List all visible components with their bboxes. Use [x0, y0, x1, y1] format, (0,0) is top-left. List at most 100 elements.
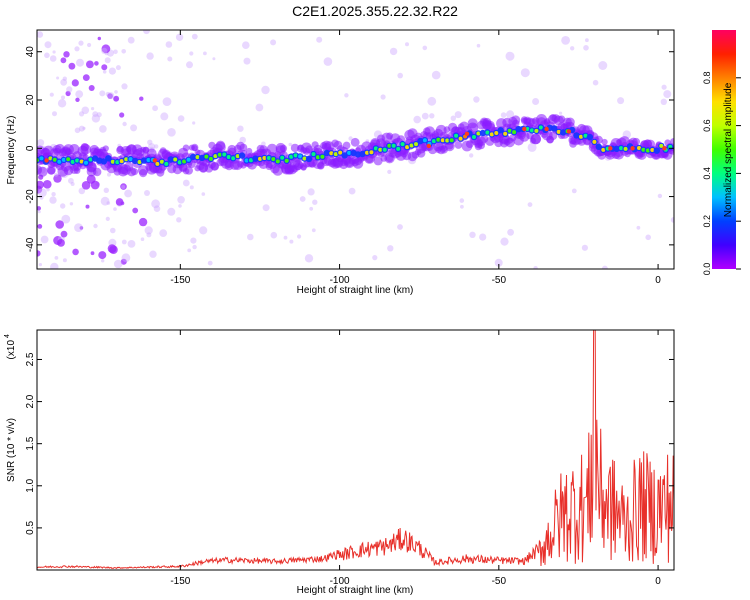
ridge-halo-point [73, 167, 81, 174]
noise-point [97, 36, 102, 41]
spectrogram-frame [36, 29, 675, 270]
ridge-core-point [164, 161, 169, 166]
snr-x-tick-label: -100 [330, 576, 350, 587]
noise-point [533, 266, 538, 269]
noise-point [87, 42, 92, 48]
ridge-core-point [619, 146, 624, 151]
noise-point [40, 235, 49, 244]
ridge-core-point [405, 145, 410, 150]
noise-point [66, 86, 73, 93]
ridge-core-point [298, 154, 303, 159]
noise-point [115, 198, 124, 206]
noise-point [69, 202, 74, 206]
noise-point [242, 41, 250, 49]
colorbar-gradient [712, 30, 736, 269]
noise-point [307, 188, 315, 196]
noise-point [60, 230, 68, 238]
noise-point [661, 84, 667, 90]
noise-point [90, 180, 100, 190]
noise-point [90, 251, 95, 256]
ridge-halo-point [130, 168, 139, 176]
noise-point [598, 61, 608, 70]
ridge-core-point [75, 158, 80, 163]
noise-point [37, 250, 41, 257]
noise-point [413, 115, 422, 124]
spectrogram-marks [37, 30, 674, 269]
noise-point [105, 216, 110, 221]
spectrogram-x-tick-label: -50 [492, 275, 507, 286]
ridge-core-point [186, 157, 191, 162]
noise-point [431, 70, 441, 80]
noise-point [309, 206, 314, 211]
ridge-core-point [431, 139, 436, 144]
ridge-core-point [445, 138, 450, 143]
noise-point [102, 70, 107, 74]
snr-x-tick-label: 0 [655, 576, 661, 587]
ridge-core-point [222, 152, 227, 157]
noise-point [507, 228, 514, 236]
noise-point [56, 76, 60, 80]
spectrogram-x-tick-label: -150 [170, 275, 190, 286]
noise-point [149, 250, 157, 258]
noise-point [427, 96, 437, 106]
noise-point [107, 172, 111, 177]
noise-point [500, 112, 507, 118]
noise-point [187, 248, 192, 253]
snr-y-scale-prefix: (x10 [6, 340, 17, 360]
noise-point [37, 224, 43, 229]
noise-point [121, 49, 126, 54]
noise-point [99, 90, 106, 97]
spectrogram-y-axis-label: Frequency (Hz) [6, 116, 17, 185]
noise-point [127, 36, 135, 44]
ridge-core-point [115, 160, 120, 165]
ridge-halo-point [350, 137, 360, 147]
ridge-core-point [387, 143, 392, 148]
ridge-halo-point [601, 138, 608, 146]
noise-point [186, 61, 193, 69]
noise-point [479, 233, 487, 241]
noise-point [62, 76, 67, 81]
ridge-core-point [333, 152, 338, 157]
noise-point [55, 220, 64, 229]
colorbar-tick-label: 0.8 [702, 72, 712, 85]
ridge-point [252, 155, 259, 162]
noise-point [68, 177, 74, 184]
noise-point [348, 187, 356, 195]
noise-point [476, 43, 481, 48]
ridge-halo-point [182, 144, 190, 152]
noise-point [146, 232, 152, 238]
colorbar-label: Normalized spectral amplitude [723, 82, 734, 217]
snr-y-tick-label: 2.0 [25, 394, 36, 408]
noise-point [207, 260, 213, 266]
noise-point [140, 237, 145, 241]
noise-point [37, 31, 44, 38]
ridge-halo-point [93, 167, 102, 177]
noise-point [323, 57, 333, 66]
noise-point [243, 57, 251, 65]
ridge-halo-point [239, 143, 248, 152]
noise-point [101, 259, 105, 263]
ridge-halo-point [210, 161, 220, 171]
ridge-core-point [311, 152, 316, 157]
ridge-core-point [659, 143, 664, 148]
noise-point [71, 79, 79, 87]
ridge-halo-point [477, 141, 485, 150]
ridge-peak-point [152, 158, 157, 163]
ridge-halo-point [46, 165, 56, 175]
colorbar-tick-label: 0.2 [702, 215, 712, 228]
ridge-core-point [84, 160, 88, 165]
ridge-core-point [48, 156, 53, 161]
noise-point [571, 188, 577, 194]
colorbar-axes: 0.0 0.2 0.4 0.6 0.8 [702, 72, 741, 275]
noise-point [636, 225, 641, 230]
noise-point [146, 52, 154, 60]
ridge-halo-point [215, 141, 226, 153]
noise-point [113, 95, 120, 102]
noise-point [532, 98, 540, 105]
noise-point [160, 112, 169, 121]
ridge-halo-point [266, 143, 278, 155]
noise-point [144, 226, 153, 235]
ridge-core-point [249, 158, 253, 163]
noise-point [101, 44, 111, 54]
snr-y-tick-label: 0.5 [25, 521, 36, 535]
